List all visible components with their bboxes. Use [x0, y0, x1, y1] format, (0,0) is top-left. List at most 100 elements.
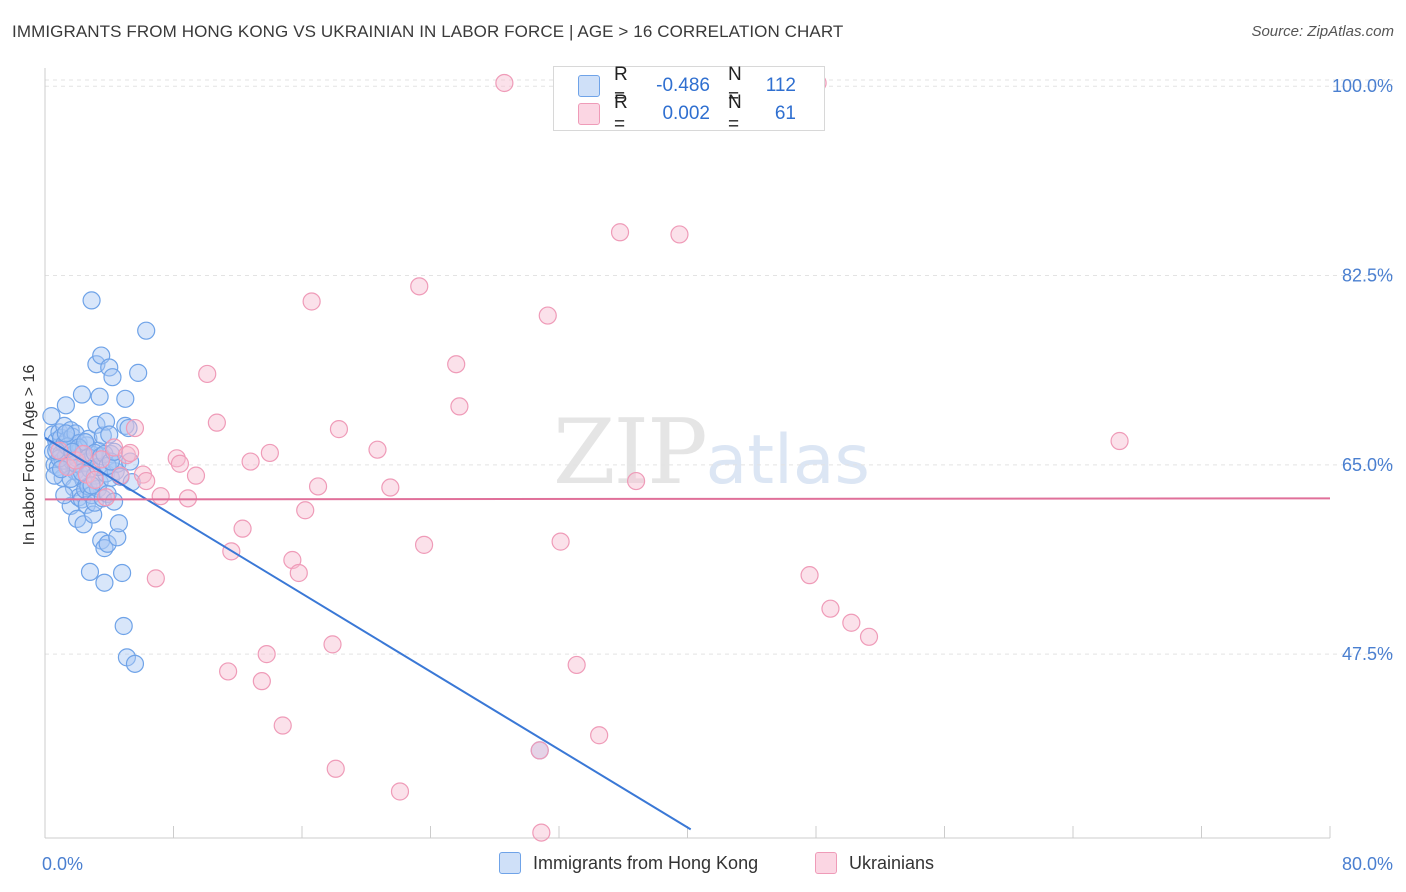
series-hong-kong: [42, 291, 549, 760]
point-ukrainians: [551, 532, 570, 551]
point-ukrainians: [610, 223, 630, 242]
point-ukrainians: [302, 292, 321, 311]
point-ukrainians: [233, 519, 252, 538]
point-ukrainians: [167, 449, 186, 468]
source-label: Source: ZipAtlas.com: [1251, 23, 1394, 40]
legend-n-label: N =: [728, 92, 742, 135]
point-ukrainians: [368, 440, 387, 459]
legend-label-hong-kong: Immigrants from Hong Kong: [533, 852, 759, 873]
point-ukrainians: [117, 445, 137, 465]
point-ukrainians: [241, 452, 260, 471]
x-tick-label: 0.0%: [42, 854, 83, 874]
point-ukrainians: [670, 225, 689, 244]
legend-swatch-ukrainians: [578, 103, 600, 125]
legend-n-value: 61: [774, 103, 796, 124]
legend-item-ukrainians[interactable]: Ukrainians: [815, 852, 934, 874]
point-hong-kong: [95, 573, 114, 592]
point-ukrainians: [252, 672, 271, 691]
legend-swatch-ukrainians: [815, 852, 837, 874]
series-ukrainians: [50, 73, 1129, 842]
trend-line-hong-kong: [44, 436, 692, 831]
point-ukrainians: [323, 635, 342, 654]
legend-label-ukrainians: Ukrainians: [849, 852, 935, 873]
point-ukrainians: [125, 418, 145, 438]
point-ukrainians: [207, 413, 226, 432]
point-ukrainians: [137, 471, 156, 491]
point-ukrainians: [74, 444, 93, 464]
legend-n-value: 112: [765, 75, 796, 96]
point-hong-kong: [87, 415, 106, 434]
watermark-atlas: atlas: [705, 421, 870, 500]
legend-n-label: N =: [728, 64, 742, 107]
point-ukrainians: [821, 599, 840, 618]
point-ukrainians: [186, 466, 206, 485]
point-hong-kong: [74, 515, 93, 534]
point-ukrainians: [538, 306, 557, 325]
legend-r-label: R =: [614, 92, 628, 135]
point-hong-kong: [93, 426, 112, 445]
point-ukrainians: [92, 450, 111, 469]
point-ukrainians: [121, 443, 140, 463]
trend-lines: [44, 436, 1331, 831]
point-hong-kong: [114, 616, 133, 636]
y-axis-title: In Labor Force | Age > 16: [21, 364, 38, 546]
point-ukrainians: [450, 397, 469, 416]
point-hong-kong: [103, 368, 122, 387]
correlation-legend: R = -0.486 N = 112 R = 0.002 N = 61: [553, 64, 825, 135]
point-hong-kong: [129, 363, 148, 382]
point-ukrainians: [590, 726, 609, 745]
x-tick-label: 80.0%: [1342, 854, 1393, 874]
point-hong-kong: [98, 534, 117, 553]
legend-item-hong-kong[interactable]: Immigrants from Hong Kong: [499, 852, 758, 874]
point-hong-kong: [56, 424, 75, 443]
point-ukrainians: [326, 759, 345, 778]
point-hong-kong: [56, 396, 75, 415]
y-tick-label: 82.5%: [1342, 266, 1393, 286]
point-ukrainians: [532, 823, 551, 842]
legend-r-value: 0.002: [662, 103, 710, 124]
point-ukrainians: [198, 364, 217, 384]
point-ukrainians: [296, 501, 315, 520]
axis-tick-labels: 47.5% 65.0% 82.5% 100.0% 0.0% 80.0%: [42, 76, 1393, 874]
point-hong-kong: [137, 321, 156, 340]
point-ukrainians: [447, 355, 466, 374]
axes: [44, 68, 1331, 839]
point-hong-kong: [42, 407, 61, 426]
point-ukrainians: [381, 478, 400, 497]
point-ukrainians: [495, 73, 514, 93]
series-legend: Immigrants from Hong Kong Ukrainians: [0, 852, 1406, 878]
point-ukrainians: [257, 645, 276, 664]
legend-r-label: R =: [614, 64, 628, 107]
point-ukrainians: [329, 420, 349, 439]
point-ukrainians: [151, 487, 170, 506]
point-ukrainians: [289, 563, 308, 583]
point-ukrainians: [626, 471, 646, 491]
point-ukrainians: [85, 470, 104, 490]
point-ukrainians: [859, 627, 879, 646]
point-hong-kong: [108, 528, 127, 547]
chart-title: IMMIGRANTS FROM HONG KONG VS UKRAINIAN I…: [12, 22, 844, 41]
y-tick-label: 100.0%: [1332, 76, 1393, 96]
point-ukrainians: [308, 477, 328, 496]
point-hong-kong: [90, 387, 109, 406]
point-hong-kong: [55, 486, 74, 505]
point-hong-kong: [116, 389, 135, 408]
point-ukrainians: [842, 613, 861, 632]
point-ukrainians: [170, 454, 190, 473]
point-ukrainians: [219, 662, 238, 681]
point-hong-kong: [82, 476, 101, 495]
point-hong-kong: [72, 385, 92, 404]
point-hong-kong: [112, 563, 132, 583]
point-ukrainians: [1110, 431, 1129, 451]
point-ukrainians: [146, 569, 165, 588]
point-ukrainians: [273, 716, 292, 735]
point-ukrainians: [414, 535, 434, 554]
trend-line-ukrainians: [44, 497, 1331, 501]
point-ukrainians: [567, 655, 586, 675]
point-hong-kong: [109, 514, 128, 533]
point-hong-kong: [82, 291, 101, 310]
point-ukrainians: [390, 782, 410, 801]
point-hong-kong: [80, 562, 100, 582]
legend-r-value: -0.486: [656, 75, 710, 96]
